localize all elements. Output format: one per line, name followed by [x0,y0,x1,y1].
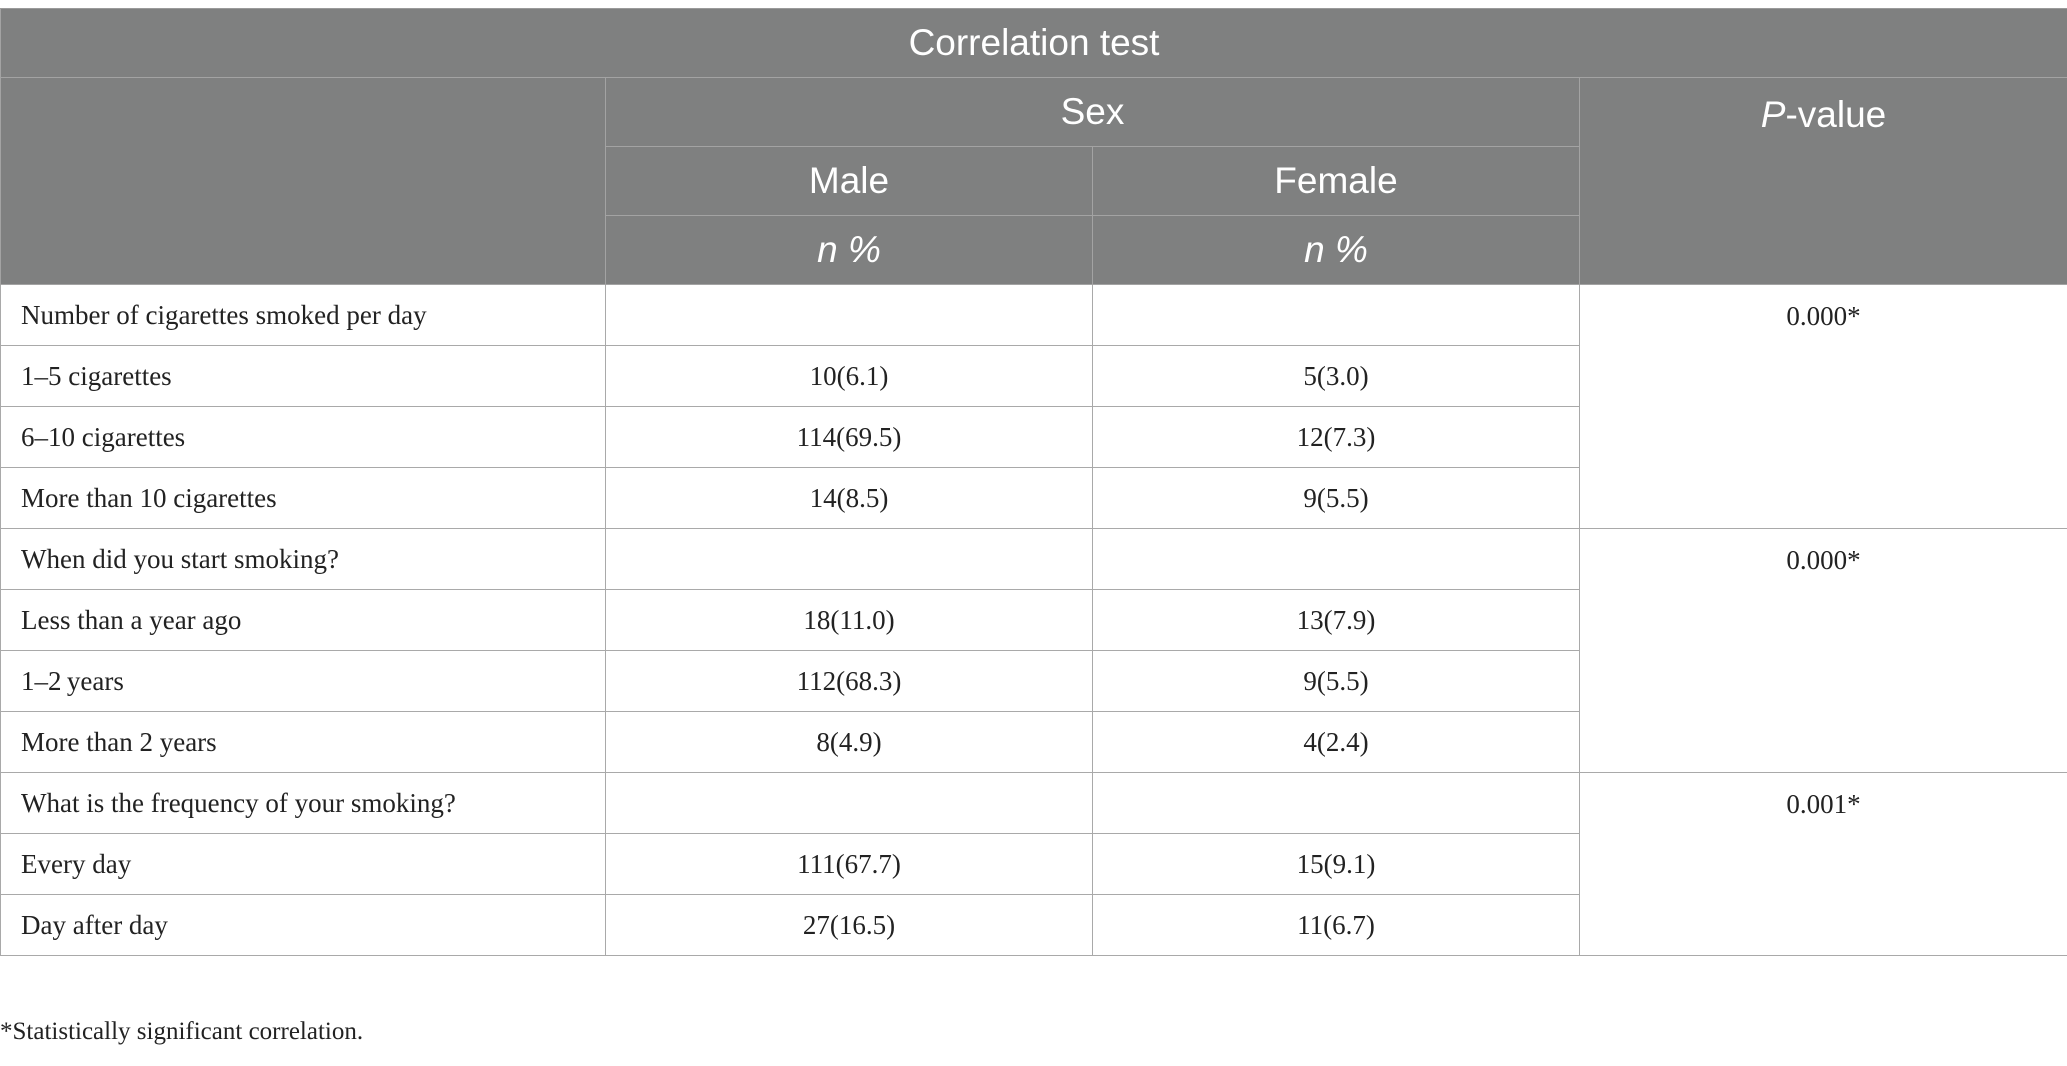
male-unit-label: n % [817,229,881,270]
row-label: Less than a year ago [0,589,606,651]
male-column-header: Male [605,146,1093,216]
male-cell: 112(68.3) [605,650,1093,712]
table-title: Correlation test [0,8,2067,78]
row-label: 6–10 cigarettes [0,406,606,468]
table-row: 1–5 cigarettes 10(6.1) 5(3.0) [0,345,2067,407]
female-cell [1092,528,1580,590]
female-cell: 9(5.5) [1092,650,1580,712]
male-cell: 114(69.5) [605,406,1093,468]
female-cell: 5(3.0) [1092,345,1580,407]
male-cell [605,528,1093,590]
pvalue-header-p: P [1760,94,1786,135]
female-cell: 12(7.3) [1092,406,1580,468]
table-row: Number of cigarettes smoked per day 0.00… [0,284,2067,529]
row-label: 1–2 years [0,650,606,712]
question-label: When did you start smoking? [0,528,606,590]
p-value-cell: 0.000* [1578,284,2067,529]
male-cell: 10(6.1) [605,345,1093,407]
female-cell: 11(6.7) [1092,894,1580,956]
female-cell: 4(2.4) [1092,711,1580,773]
male-cell: 111(67.7) [605,833,1093,895]
p-value-cell: 0.000* [1578,528,2067,773]
male-cell [605,284,1093,346]
pvalue-header-rest: -value [1785,94,1887,135]
footnote: *Statistically significant correlation. [0,1018,364,1045]
row-label: More than 2 years [0,711,606,773]
male-unit-header: n % [605,215,1093,285]
question-label: What is the frequency of your smoking? [0,772,606,834]
correlation-table: Correlation test Sex P-value Male Female… [0,8,2067,956]
male-cell: 27(16.5) [605,894,1093,956]
table-row: Day after day 27(16.5) 11(6.7) [0,894,2067,956]
header-stub [0,77,606,285]
sex-group-header: Sex [605,77,1580,147]
row-label: 1–5 cigarettes [0,345,606,407]
female-cell [1092,772,1580,834]
row-label: Day after day [0,894,606,956]
male-cell [605,772,1093,834]
female-unit-label: n % [1304,229,1368,270]
female-cell: 15(9.1) [1092,833,1580,895]
table-row: Every day 111(67.7) 15(9.1) [0,833,2067,895]
male-cell: 14(8.5) [605,467,1093,529]
female-column-header: Female [1092,146,1580,216]
female-cell: 13(7.9) [1092,589,1580,651]
pvalue-header: P-value [1578,77,2067,285]
table-row: More than 2 years 8(4.9) 4(2.4) [0,711,2067,773]
male-cell: 18(11.0) [605,589,1093,651]
question-label: Number of cigarettes smoked per day [0,284,606,346]
table-row: 1–2 years 112(68.3) 9(5.5) [0,650,2067,712]
p-value-cell: 0.001* [1578,772,2067,956]
table-header: Correlation test Sex P-value Male Female… [0,8,2067,285]
row-label: More than 10 cigarettes [0,467,606,529]
table-body: Number of cigarettes smoked per day 0.00… [0,284,2067,956]
table-row: What is the frequency of your smoking? 0… [0,772,2067,956]
male-cell: 8(4.9) [605,711,1093,773]
female-unit-header: n % [1092,215,1580,285]
table-container: Correlation test Sex P-value Male Female… [0,8,2067,956]
female-cell [1092,284,1580,346]
table-row: When did you start smoking? 0.000* [0,528,2067,773]
row-label: Every day [0,833,606,895]
table-row: Less than a year ago 18(11.0) 13(7.9) [0,589,2067,651]
female-cell: 9(5.5) [1092,467,1580,529]
